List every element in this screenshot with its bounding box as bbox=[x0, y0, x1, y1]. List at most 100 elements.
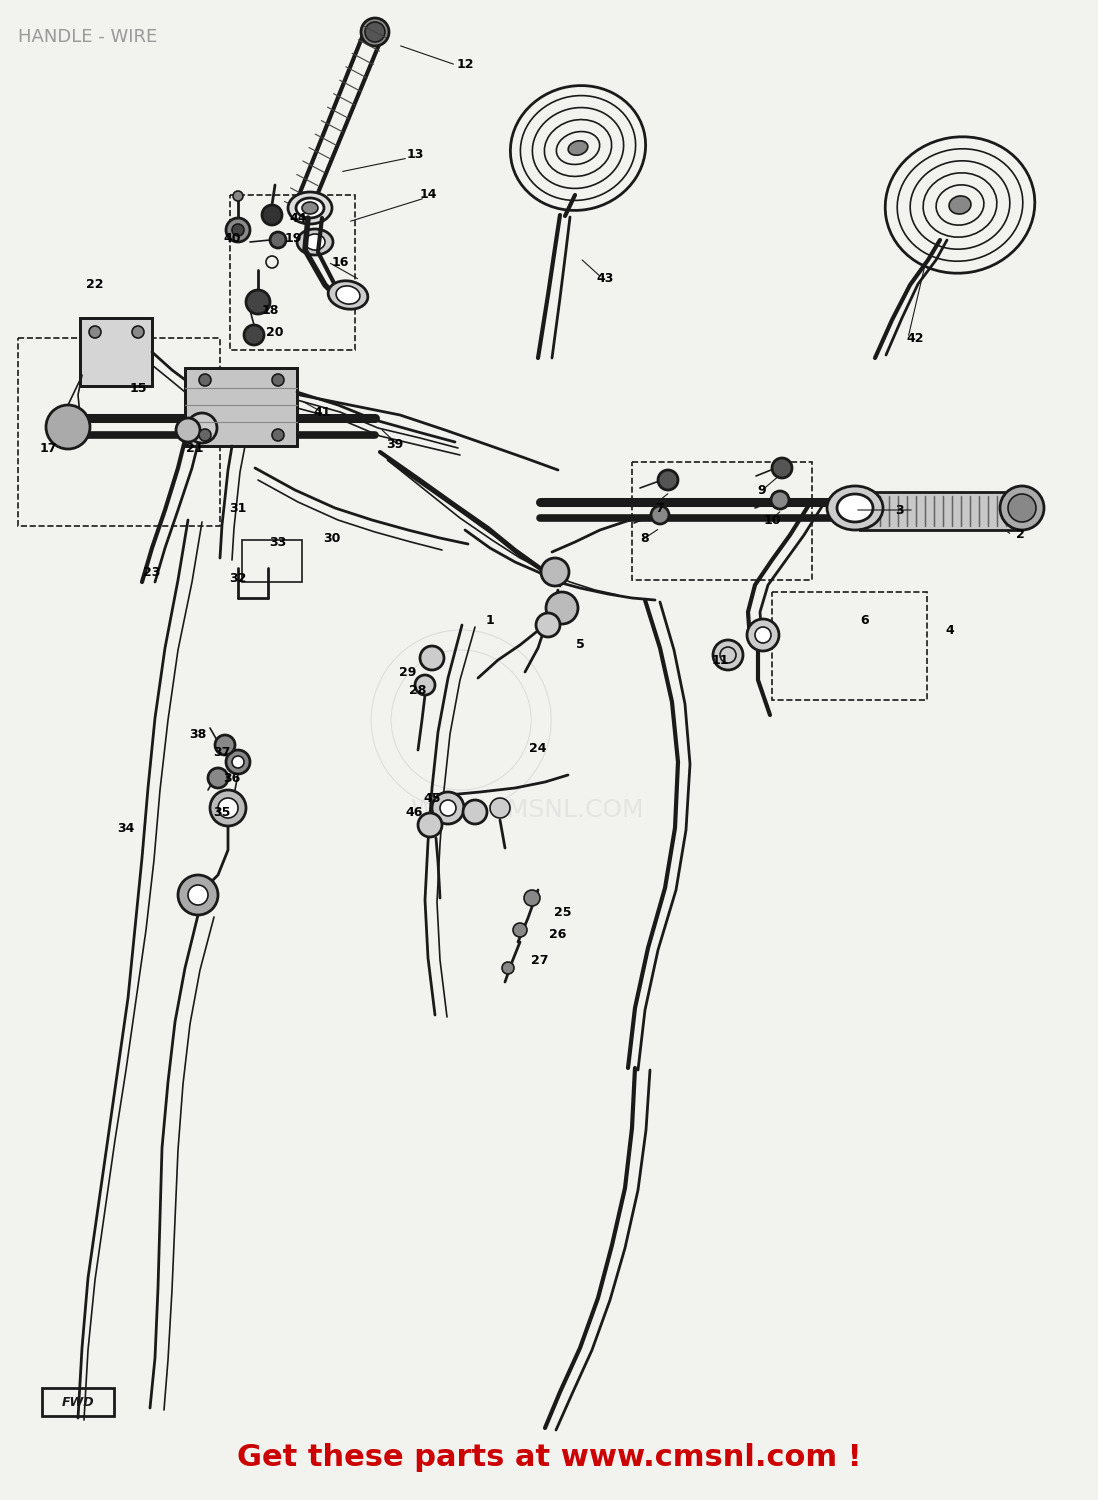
Text: 26: 26 bbox=[549, 928, 567, 942]
Circle shape bbox=[215, 735, 235, 754]
Circle shape bbox=[524, 890, 540, 906]
Ellipse shape bbox=[827, 486, 883, 530]
Circle shape bbox=[226, 750, 250, 774]
Circle shape bbox=[418, 813, 442, 837]
Circle shape bbox=[536, 614, 560, 638]
Text: 31: 31 bbox=[229, 501, 247, 515]
Text: 24: 24 bbox=[529, 741, 547, 754]
Text: 41: 41 bbox=[313, 405, 330, 418]
Ellipse shape bbox=[305, 234, 325, 250]
Text: 16: 16 bbox=[332, 255, 349, 268]
Ellipse shape bbox=[296, 230, 333, 255]
Ellipse shape bbox=[302, 202, 318, 214]
Text: 15: 15 bbox=[130, 381, 147, 394]
Bar bbox=[184, 368, 296, 446]
Text: 13: 13 bbox=[406, 148, 424, 162]
Ellipse shape bbox=[296, 198, 324, 217]
Ellipse shape bbox=[949, 196, 971, 214]
Circle shape bbox=[361, 18, 389, 46]
Text: 29: 29 bbox=[400, 666, 416, 678]
Text: 28: 28 bbox=[410, 684, 427, 696]
Text: 18: 18 bbox=[261, 303, 279, 316]
Text: 3: 3 bbox=[896, 504, 905, 516]
Text: 30: 30 bbox=[323, 531, 340, 544]
Text: 35: 35 bbox=[213, 806, 231, 819]
Text: 46: 46 bbox=[405, 806, 423, 819]
Circle shape bbox=[244, 326, 264, 345]
Text: 37: 37 bbox=[213, 746, 231, 759]
Bar bbox=[632, 462, 813, 580]
Bar bbox=[184, 368, 296, 446]
Circle shape bbox=[432, 792, 464, 824]
Circle shape bbox=[262, 206, 282, 225]
Circle shape bbox=[232, 224, 244, 236]
Circle shape bbox=[513, 922, 527, 938]
Bar bbox=[772, 592, 927, 700]
Circle shape bbox=[713, 640, 743, 670]
Bar bbox=[229, 195, 355, 350]
Ellipse shape bbox=[837, 494, 873, 522]
Circle shape bbox=[176, 419, 200, 442]
Bar bbox=[242, 540, 302, 582]
Circle shape bbox=[270, 232, 285, 248]
Bar bbox=[42, 1388, 114, 1416]
Circle shape bbox=[178, 874, 219, 915]
Text: 25: 25 bbox=[554, 906, 572, 918]
Text: 42: 42 bbox=[906, 332, 923, 345]
Text: 20: 20 bbox=[266, 326, 283, 339]
Circle shape bbox=[1000, 486, 1044, 530]
Circle shape bbox=[365, 22, 385, 42]
Circle shape bbox=[208, 768, 228, 788]
Circle shape bbox=[546, 592, 578, 624]
Text: 38: 38 bbox=[189, 729, 206, 741]
Bar bbox=[18, 338, 220, 526]
Bar bbox=[80, 318, 152, 386]
Text: 27: 27 bbox=[531, 954, 549, 966]
Text: 34: 34 bbox=[117, 822, 135, 834]
Circle shape bbox=[233, 190, 243, 201]
Text: 14: 14 bbox=[419, 189, 437, 201]
Text: 36: 36 bbox=[223, 771, 240, 784]
Circle shape bbox=[46, 405, 90, 448]
Circle shape bbox=[226, 217, 250, 242]
Circle shape bbox=[89, 326, 101, 338]
Bar bbox=[80, 318, 152, 386]
Circle shape bbox=[541, 558, 569, 586]
Circle shape bbox=[658, 470, 677, 490]
Text: 11: 11 bbox=[712, 654, 729, 666]
Ellipse shape bbox=[288, 192, 332, 224]
Text: 4: 4 bbox=[945, 624, 954, 636]
Circle shape bbox=[187, 413, 217, 442]
Circle shape bbox=[415, 675, 435, 694]
Circle shape bbox=[755, 627, 771, 644]
Text: 7: 7 bbox=[656, 501, 664, 515]
Text: 6: 6 bbox=[861, 614, 870, 627]
Circle shape bbox=[272, 429, 284, 441]
Ellipse shape bbox=[328, 280, 368, 309]
Text: 8: 8 bbox=[641, 531, 649, 544]
Circle shape bbox=[771, 490, 789, 508]
Text: Get these parts at www.cmsnl.com !: Get these parts at www.cmsnl.com ! bbox=[237, 1443, 861, 1473]
Circle shape bbox=[463, 800, 488, 824]
Circle shape bbox=[232, 756, 244, 768]
Circle shape bbox=[747, 620, 778, 651]
Ellipse shape bbox=[336, 286, 360, 304]
Text: FWD: FWD bbox=[61, 1395, 94, 1408]
Text: 44: 44 bbox=[289, 211, 306, 225]
Circle shape bbox=[132, 326, 144, 338]
Text: 33: 33 bbox=[269, 536, 287, 549]
Text: 1: 1 bbox=[485, 614, 494, 627]
Text: 43: 43 bbox=[596, 272, 614, 285]
Text: 5: 5 bbox=[575, 639, 584, 651]
Circle shape bbox=[651, 506, 669, 524]
Text: 10: 10 bbox=[763, 513, 781, 526]
Circle shape bbox=[210, 790, 246, 826]
Text: 39: 39 bbox=[386, 438, 404, 452]
Circle shape bbox=[199, 429, 211, 441]
Text: 12: 12 bbox=[457, 58, 473, 72]
Text: 21: 21 bbox=[187, 441, 204, 454]
Text: 17: 17 bbox=[40, 441, 57, 454]
Bar bbox=[860, 492, 1022, 530]
Text: 40: 40 bbox=[223, 231, 240, 244]
Circle shape bbox=[272, 374, 284, 386]
